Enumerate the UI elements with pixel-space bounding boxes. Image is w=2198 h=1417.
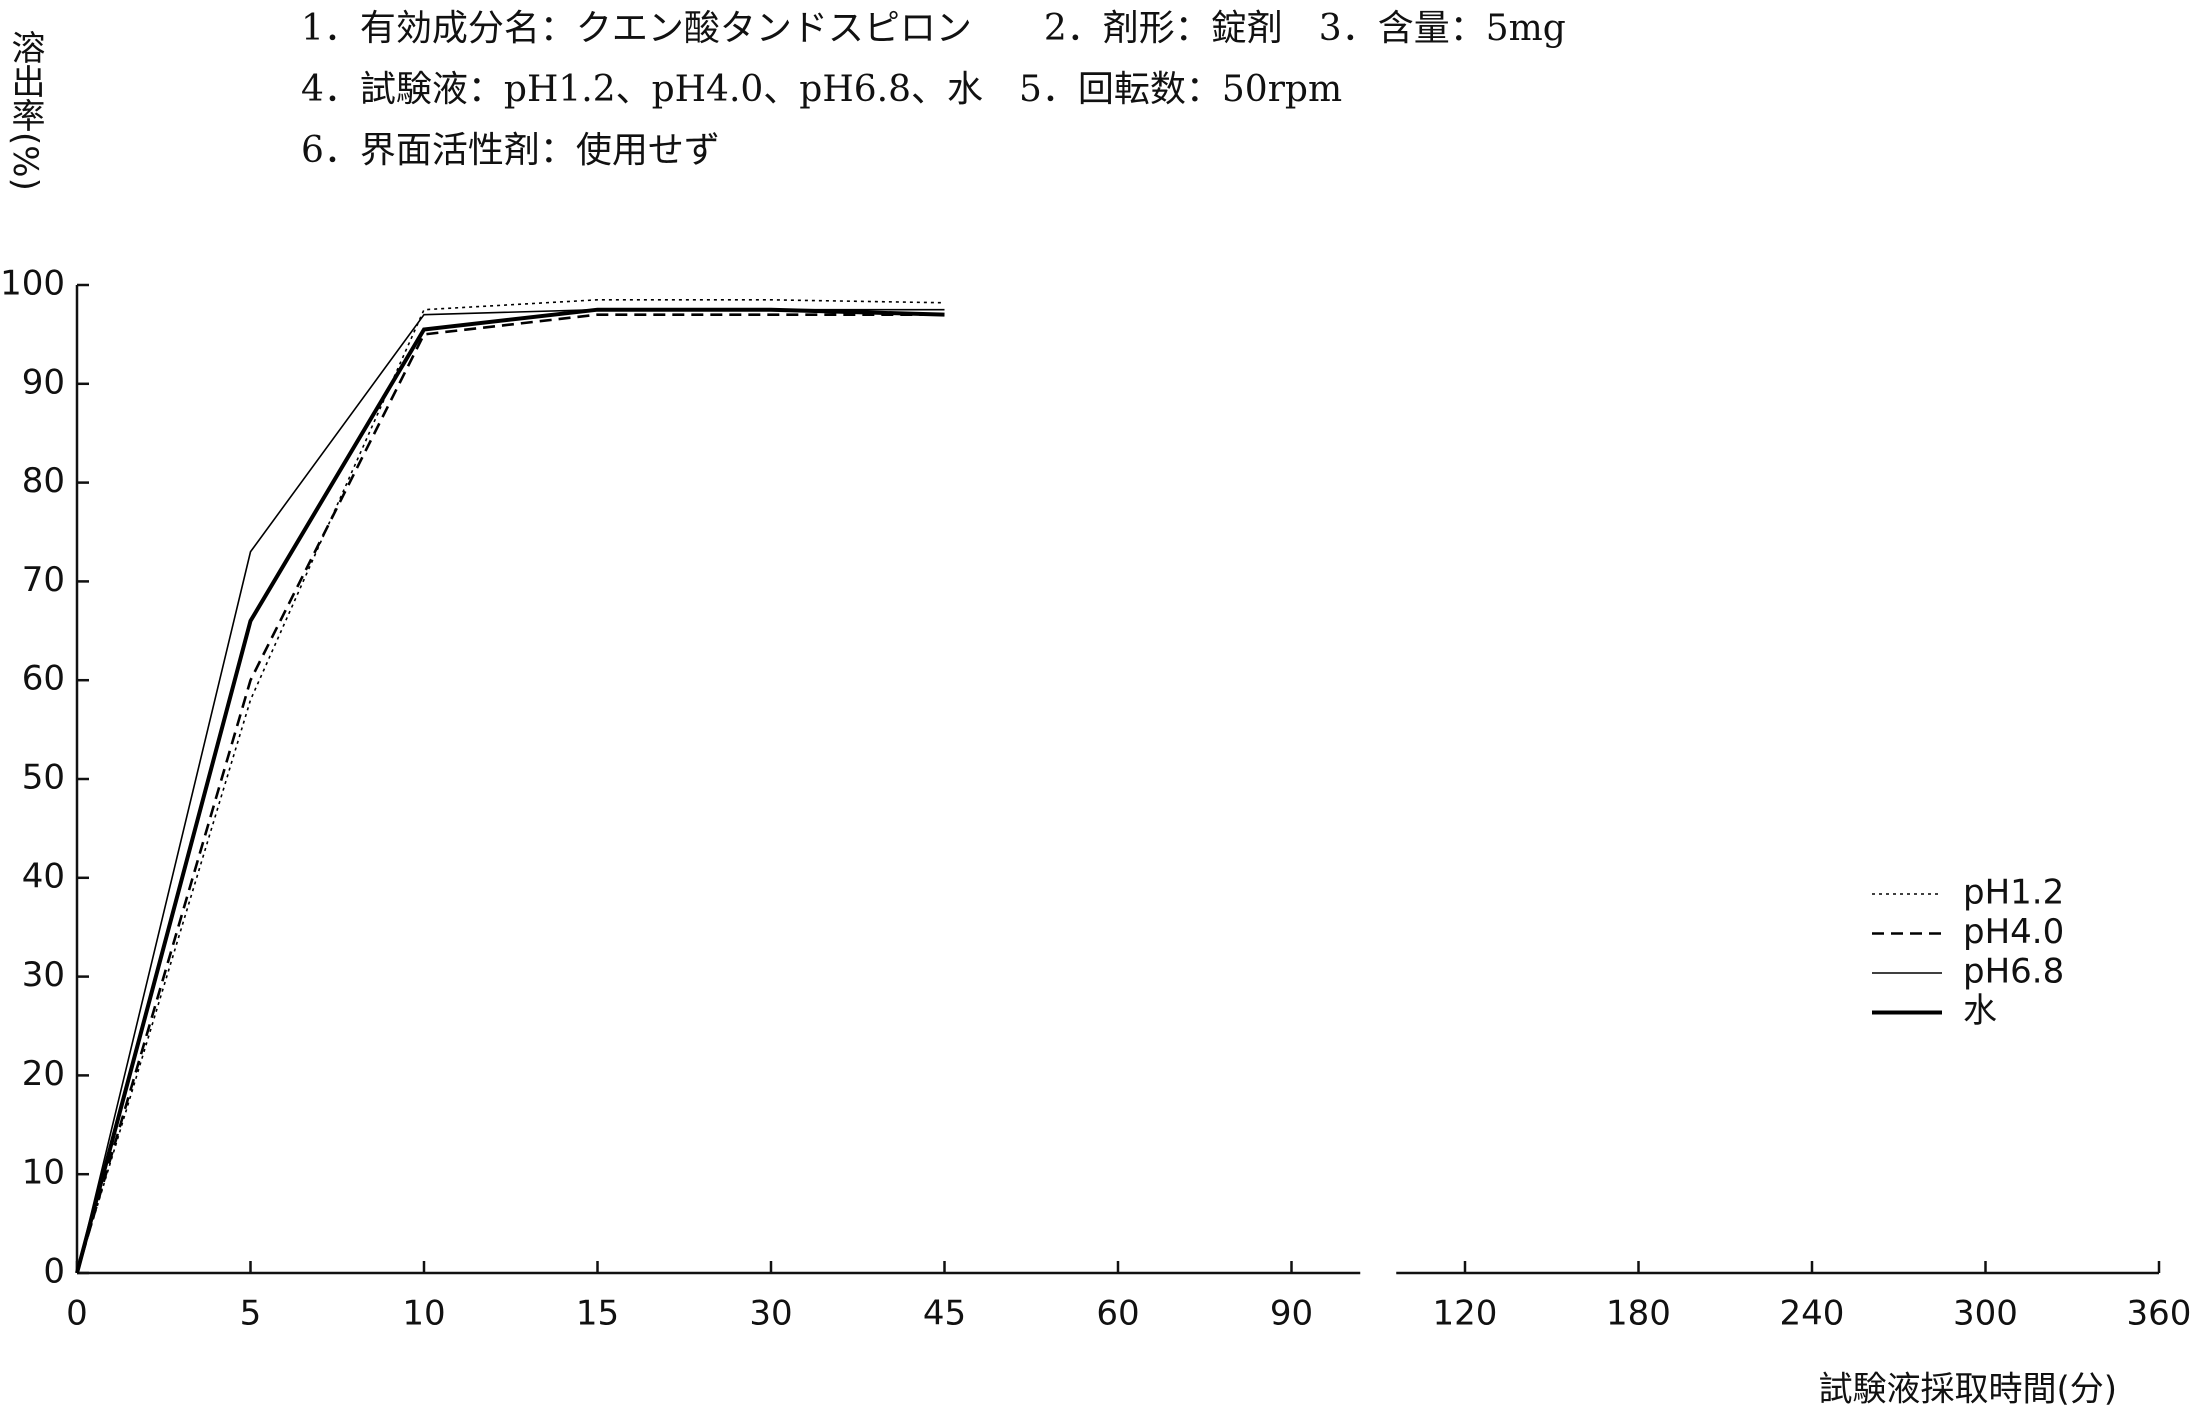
y-tick-label: 70 (22, 560, 65, 600)
x-axis-label: 試験液採取時間(分) (1818, 1370, 2117, 1410)
x-tick-label: 0 (66, 1294, 88, 1334)
x-tick-label: 90 (1270, 1294, 1313, 1334)
x-tick-label: 10 (402, 1294, 445, 1334)
legend-label: pH1.2 (1963, 873, 2064, 913)
y-tick-label: 20 (22, 1054, 65, 1094)
y-tick-label: 0 (43, 1252, 65, 1292)
x-tick-label: 120 (1433, 1294, 1498, 1334)
y-tick-label: 90 (22, 362, 65, 402)
x-tick-label: 30 (749, 1294, 792, 1334)
x-tick-label: 240 (1780, 1294, 1845, 1334)
y-axis-label: 溶出率(%) (5, 30, 45, 191)
x-tick-label: 15 (576, 1294, 619, 1334)
x-tick-label: 45 (923, 1294, 966, 1334)
legend-label: 水 (1963, 991, 1997, 1031)
series-line (75, 307, 945, 1274)
y-tick-label: 60 (22, 659, 65, 699)
y-tick-label: 30 (22, 955, 65, 995)
y-tick-label: 40 (22, 856, 65, 896)
x-tick-label: 360 (2127, 1294, 2192, 1334)
series-line (76, 299, 945, 1274)
header-line: 6．界面活性剤：使用せず (301, 130, 720, 171)
series-line (75, 313, 945, 1274)
x-tick-label: 180 (1606, 1294, 1671, 1334)
y-tick-label: 50 (22, 758, 65, 798)
x-tick-label: 5 (240, 1294, 262, 1334)
x-tick-label: 300 (1953, 1294, 2018, 1334)
header-line: 1．有効成分名：クエン酸タンドスピロン 2．剤形：錠剤 3．含量：5mg (301, 8, 1566, 49)
y-tick-label: 80 (22, 461, 65, 501)
y-tick-label: 10 (22, 1153, 65, 1193)
header-line: 4．試験液：pH1.2、pH4.0、pH6.8、水 5．回転数：50rpm (301, 69, 1342, 110)
legend-label: pH6.8 (1963, 952, 2064, 992)
legend-label: pH4.0 (1963, 912, 2064, 952)
x-tick-label: 60 (1096, 1294, 1139, 1334)
y-tick-label: 100 (0, 264, 65, 304)
